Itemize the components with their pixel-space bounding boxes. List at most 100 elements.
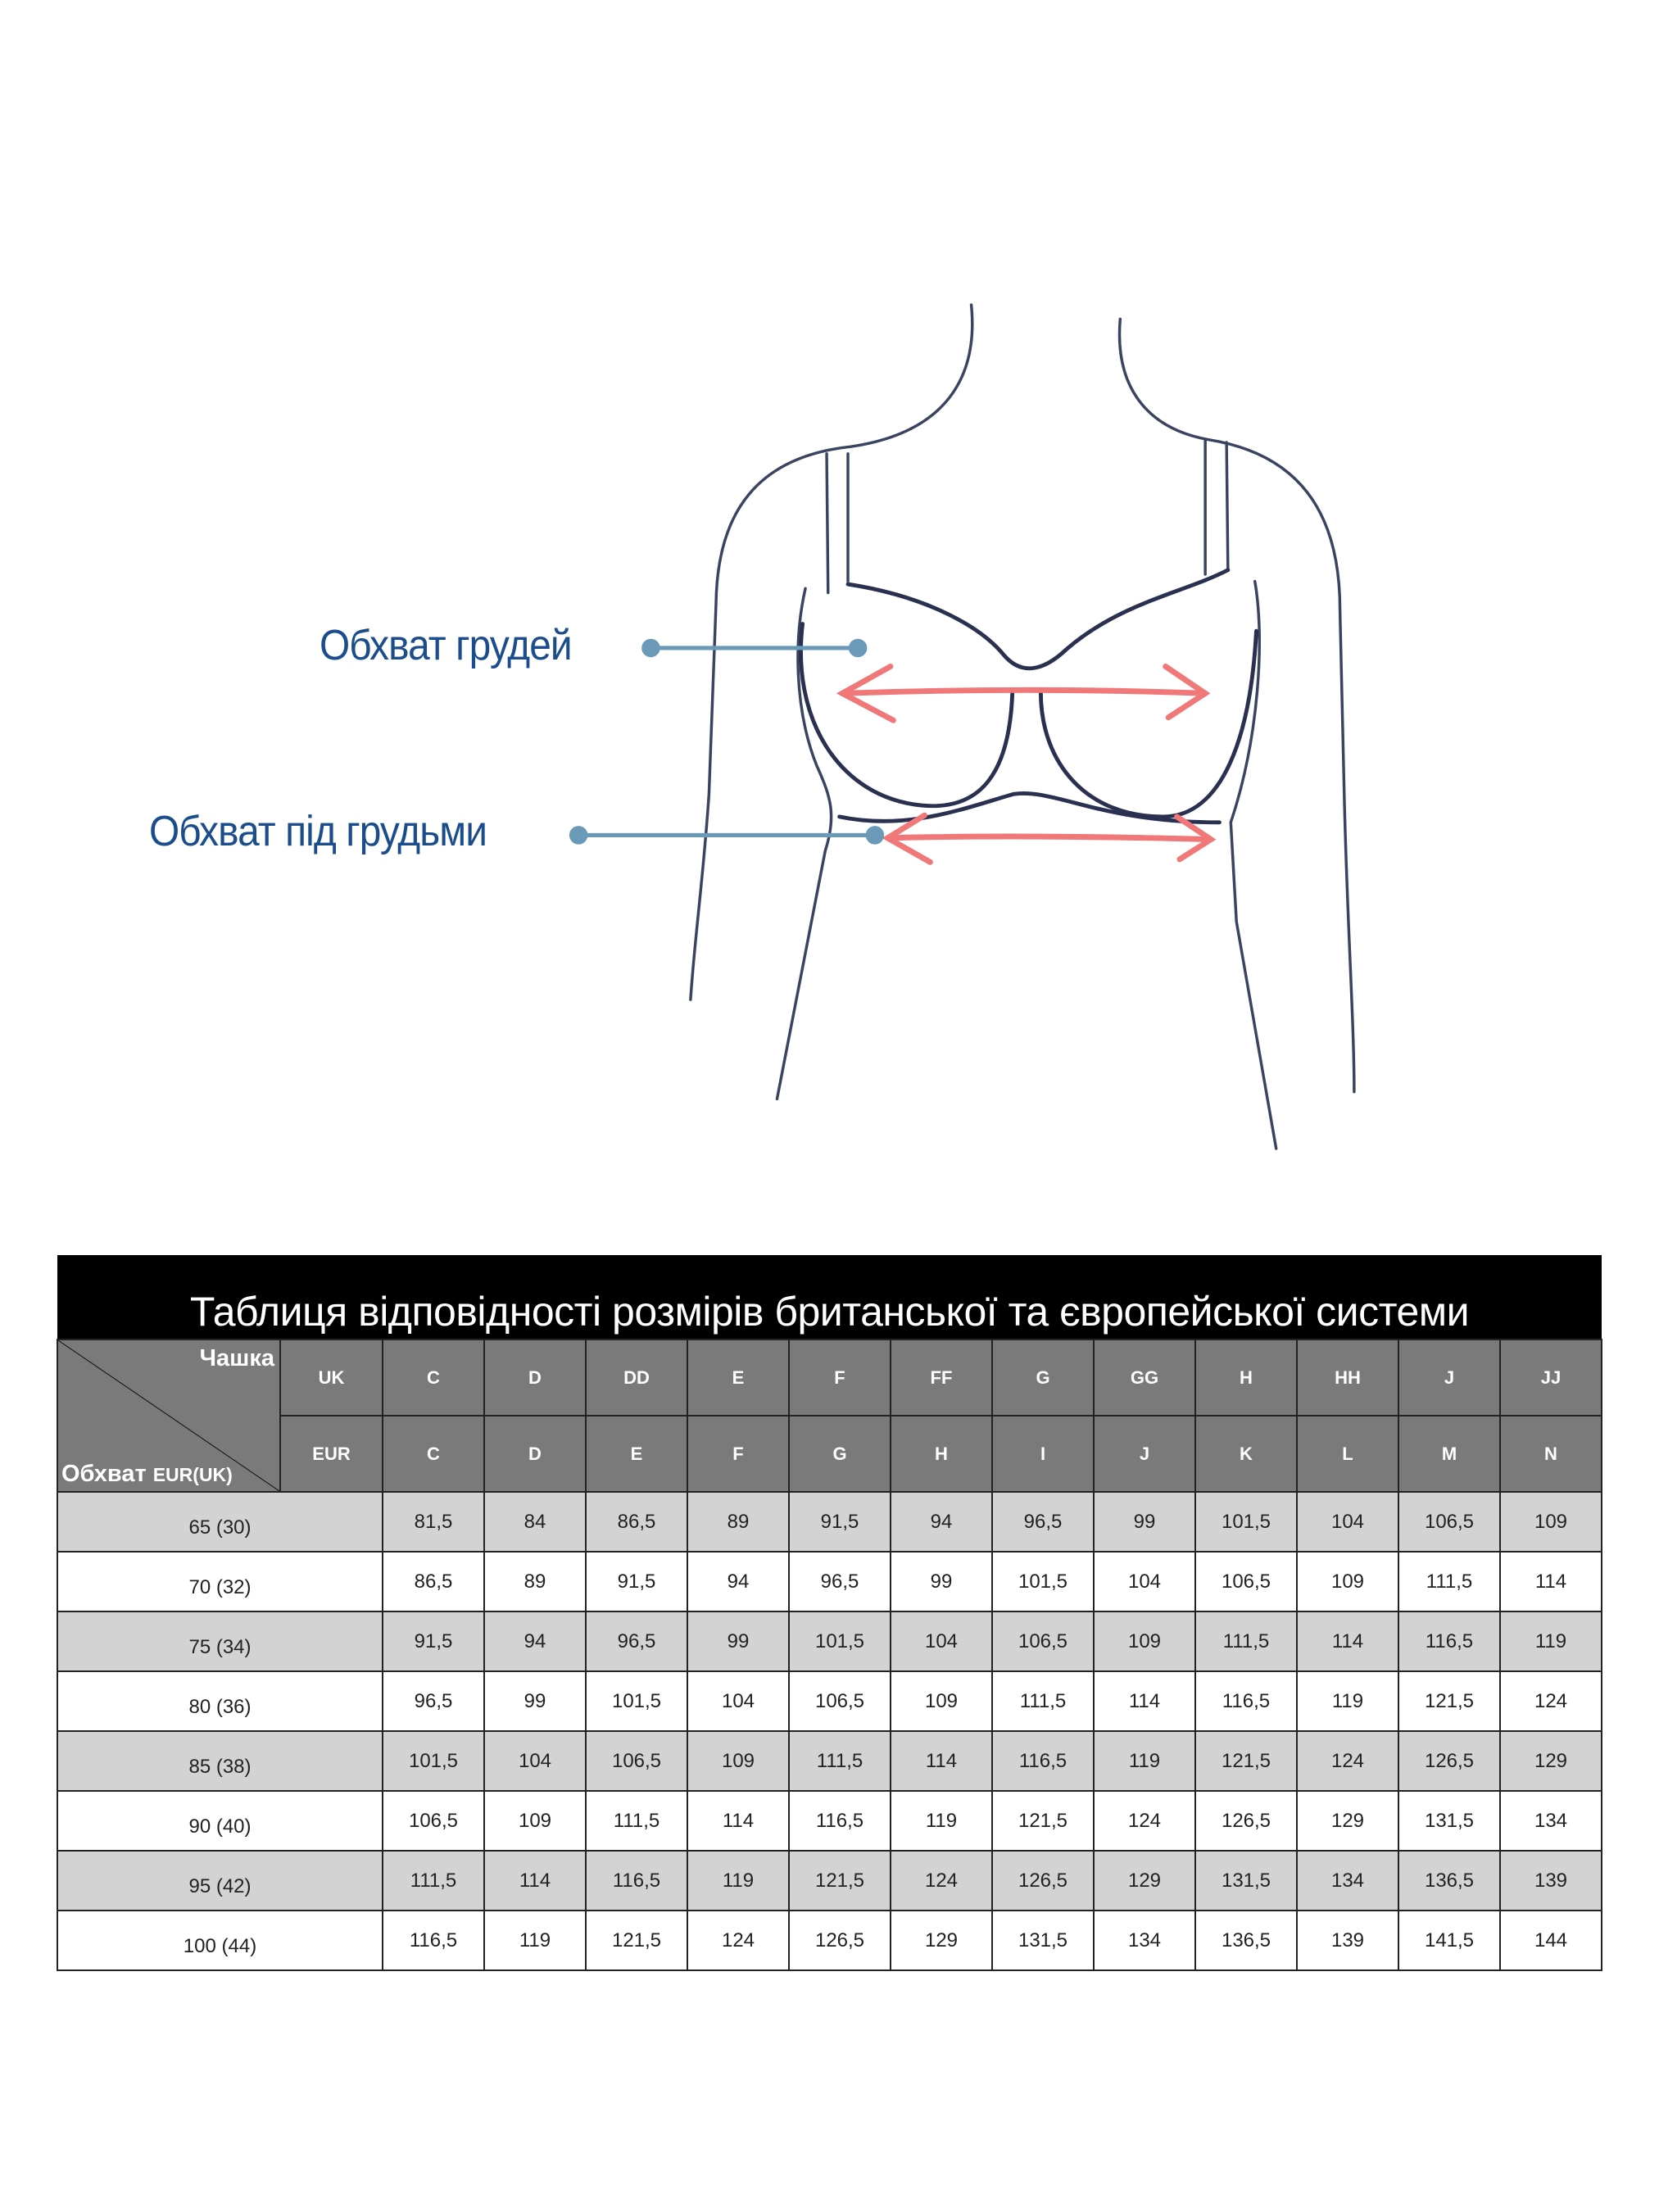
bust-value-cell: 109 — [1296, 1551, 1399, 1612]
girth-cell: 80 (36) — [57, 1670, 383, 1732]
bust-value-cell: 136,5 — [1194, 1910, 1298, 1971]
bust-value-cell: 106,5 — [1398, 1491, 1501, 1552]
bust-value-cell: 124 — [1499, 1670, 1602, 1732]
bust-value-cell: 126,5 — [1194, 1790, 1298, 1852]
table-title: Таблиця відповідності розмірів британськ… — [57, 1255, 1602, 1339]
bust-value-cell: 94 — [483, 1611, 587, 1672]
bust-value-cell: 116,5 — [1194, 1670, 1298, 1732]
table-row: 100 (44) 116,5 119 121,5 124 126,5 129 131,5 134… — [57, 1910, 1602, 1971]
bust-value-cell: 89 — [687, 1491, 790, 1552]
bust-value-cell: 99 — [687, 1611, 790, 1672]
bust-value-cell: 114 — [1093, 1670, 1196, 1732]
bust-value-cell: 109 — [1093, 1611, 1196, 1672]
bust-value-cell: 124 — [890, 1850, 993, 1911]
bust-value-cell: 109 — [1499, 1491, 1602, 1552]
uk-cup-header: E — [687, 1339, 790, 1416]
body-outline — [689, 303, 1356, 1150]
eur-cup-header: H — [890, 1415, 993, 1493]
bust-value-cell: 129 — [1296, 1790, 1399, 1852]
uk-cup-header: DD — [585, 1339, 688, 1416]
eur-cup-header: C — [382, 1415, 485, 1493]
bust-value-cell: 126,5 — [991, 1850, 1095, 1911]
uk-cup-header: H — [1194, 1339, 1298, 1416]
underbust-arrow-icon — [882, 812, 1217, 865]
bust-value-cell: 106,5 — [788, 1670, 891, 1732]
girth-label-suffix: EUR(UK) — [152, 1464, 233, 1485]
table-row: 75 (34) 91,5 94 96,5 99 101,5 104 106,5 109 111,5… — [57, 1611, 1602, 1672]
bust-value-cell: 86,5 — [382, 1551, 485, 1612]
bust-value-cell: 94 — [687, 1551, 790, 1612]
bust-value-cell: 104 — [1296, 1491, 1399, 1552]
bust-value-cell: 126,5 — [1398, 1730, 1501, 1792]
girth-label: Обхват EUR(UK) — [61, 1461, 233, 1488]
bust-value-cell: 111,5 — [1398, 1551, 1501, 1612]
eur-cup-header: J — [1093, 1415, 1196, 1493]
bust-value-cell: 111,5 — [382, 1850, 485, 1911]
eur-cup-header: N — [1499, 1415, 1602, 1493]
eur-cup-header: D — [483, 1415, 587, 1493]
bust-value-cell: 89 — [483, 1551, 587, 1612]
bust-value-cell: 104 — [483, 1730, 587, 1792]
bust-value-cell: 119 — [1296, 1670, 1399, 1732]
bust-value-cell: 104 — [687, 1670, 790, 1732]
girth-cell: 100 (44) — [57, 1910, 383, 1971]
underbust-pointer — [569, 826, 885, 845]
bust-value-cell: 96,5 — [788, 1551, 891, 1612]
bust-value-cell: 101,5 — [991, 1551, 1095, 1612]
bust-value-cell: 106,5 — [1194, 1551, 1298, 1612]
girth-cell: 95 (42) — [57, 1850, 383, 1911]
bust-value-cell: 136,5 — [1398, 1850, 1501, 1911]
uk-cup-header: HH — [1296, 1339, 1399, 1416]
uk-cup-header: FF — [890, 1339, 993, 1416]
size-conversion-table: Таблиця відповідності розмірів британськ… — [57, 1255, 1602, 1971]
bust-value-cell: 116,5 — [585, 1850, 688, 1911]
table-row: 80 (36) 96,5 99 101,5 104 106,5 109 111,5 114 116… — [57, 1670, 1602, 1732]
bust-value-cell: 119 — [1093, 1730, 1196, 1792]
bust-value-cell: 134 — [1499, 1790, 1602, 1852]
bust-value-cell: 109 — [483, 1790, 587, 1852]
bust-value-cell: 106,5 — [382, 1790, 485, 1852]
bust-value-cell: 101,5 — [788, 1611, 891, 1672]
bust-value-cell: 121,5 — [1398, 1670, 1501, 1732]
girth-cell: 85 (38) — [57, 1730, 383, 1792]
bust-value-cell: 129 — [890, 1910, 993, 1971]
uk-system-label: UK — [279, 1339, 383, 1416]
bust-value-cell: 131,5 — [1194, 1850, 1298, 1911]
girth-label-text: Обхват — [61, 1461, 147, 1487]
table-body: 65 (30) 81,5 84 86,5 89 91,5 94 96,5 99 101,5 104 1… — [57, 1491, 1602, 1971]
bust-value-cell: 114 — [1499, 1551, 1602, 1612]
eur-cup-header: I — [991, 1415, 1095, 1493]
bust-value-cell: 141,5 — [1398, 1910, 1501, 1971]
bust-value-cell: 111,5 — [788, 1730, 891, 1792]
bust-value-cell: 109 — [890, 1670, 993, 1732]
bust-value-cell: 119 — [890, 1790, 993, 1852]
bust-arrow-icon — [836, 664, 1211, 723]
bust-value-cell: 86,5 — [585, 1491, 688, 1552]
bust-value-cell: 91,5 — [382, 1611, 485, 1672]
bust-value-cell: 101,5 — [382, 1730, 485, 1792]
bust-value-cell: 124 — [1093, 1790, 1196, 1852]
eur-cup-header: K — [1194, 1415, 1298, 1493]
uk-cup-header: J — [1398, 1339, 1501, 1416]
bra-outline — [799, 568, 1258, 825]
bust-value-cell: 91,5 — [585, 1551, 688, 1612]
bust-value-cell: 114 — [1296, 1611, 1399, 1672]
eur-cup-header: M — [1398, 1415, 1501, 1493]
table-row: 90 (40) 106,5 109 111,5 114 116,5 119 121,5 124 1… — [57, 1790, 1602, 1852]
bust-value-cell: 111,5 — [585, 1790, 688, 1852]
bust-value-cell: 124 — [687, 1910, 790, 1971]
bust-value-cell: 119 — [483, 1910, 587, 1971]
bust-value-cell: 121,5 — [1194, 1730, 1298, 1792]
bust-value-cell: 114 — [890, 1730, 993, 1792]
bust-value-cell: 139 — [1499, 1850, 1602, 1911]
bust-value-cell: 99 — [483, 1670, 587, 1732]
bust-value-cell: 114 — [687, 1790, 790, 1852]
bust-value-cell: 91,5 — [788, 1491, 891, 1552]
bust-value-cell: 116,5 — [991, 1730, 1095, 1792]
uk-cup-header: GG — [1093, 1339, 1196, 1416]
diagonal-divider — [58, 1340, 279, 1491]
bust-pointer — [641, 638, 868, 658]
uk-cup-header: F — [788, 1339, 891, 1416]
